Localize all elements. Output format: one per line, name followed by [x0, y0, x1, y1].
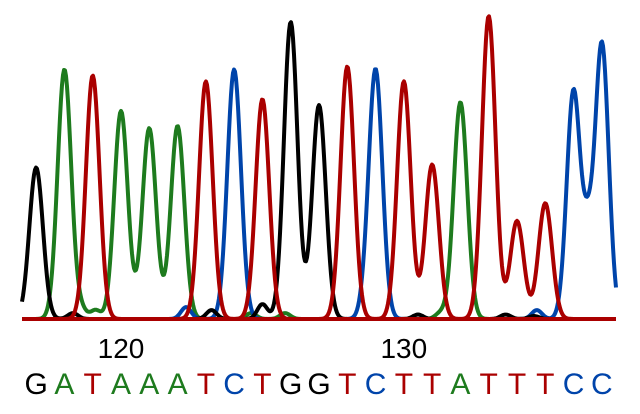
base-call: T — [395, 368, 413, 401]
base-call: A — [139, 368, 159, 401]
base-call: G — [279, 368, 302, 401]
base-call: A — [168, 368, 188, 401]
base-call: C — [563, 368, 585, 401]
base-call: A — [450, 368, 470, 401]
base-call: T — [197, 368, 215, 401]
base-call: T — [480, 368, 498, 401]
base-call: C — [591, 368, 613, 401]
base-call: C — [365, 368, 387, 401]
trace-layer — [20, 14, 618, 321]
tick-label-layer: 120 130 — [98, 333, 428, 364]
base-call: T — [84, 368, 102, 401]
base-call: A — [111, 368, 131, 401]
tick-label: 120 — [98, 333, 145, 364]
base-call: T — [338, 368, 356, 401]
base-call: C — [223, 368, 245, 401]
base-call: T — [253, 368, 271, 401]
base-call: G — [24, 368, 47, 401]
base-call: T — [423, 368, 441, 401]
base-call: A — [54, 368, 74, 401]
base-call: G — [307, 368, 330, 401]
tick-label: 130 — [380, 333, 427, 364]
base-call: T — [508, 368, 526, 401]
base-call: T — [536, 368, 554, 401]
